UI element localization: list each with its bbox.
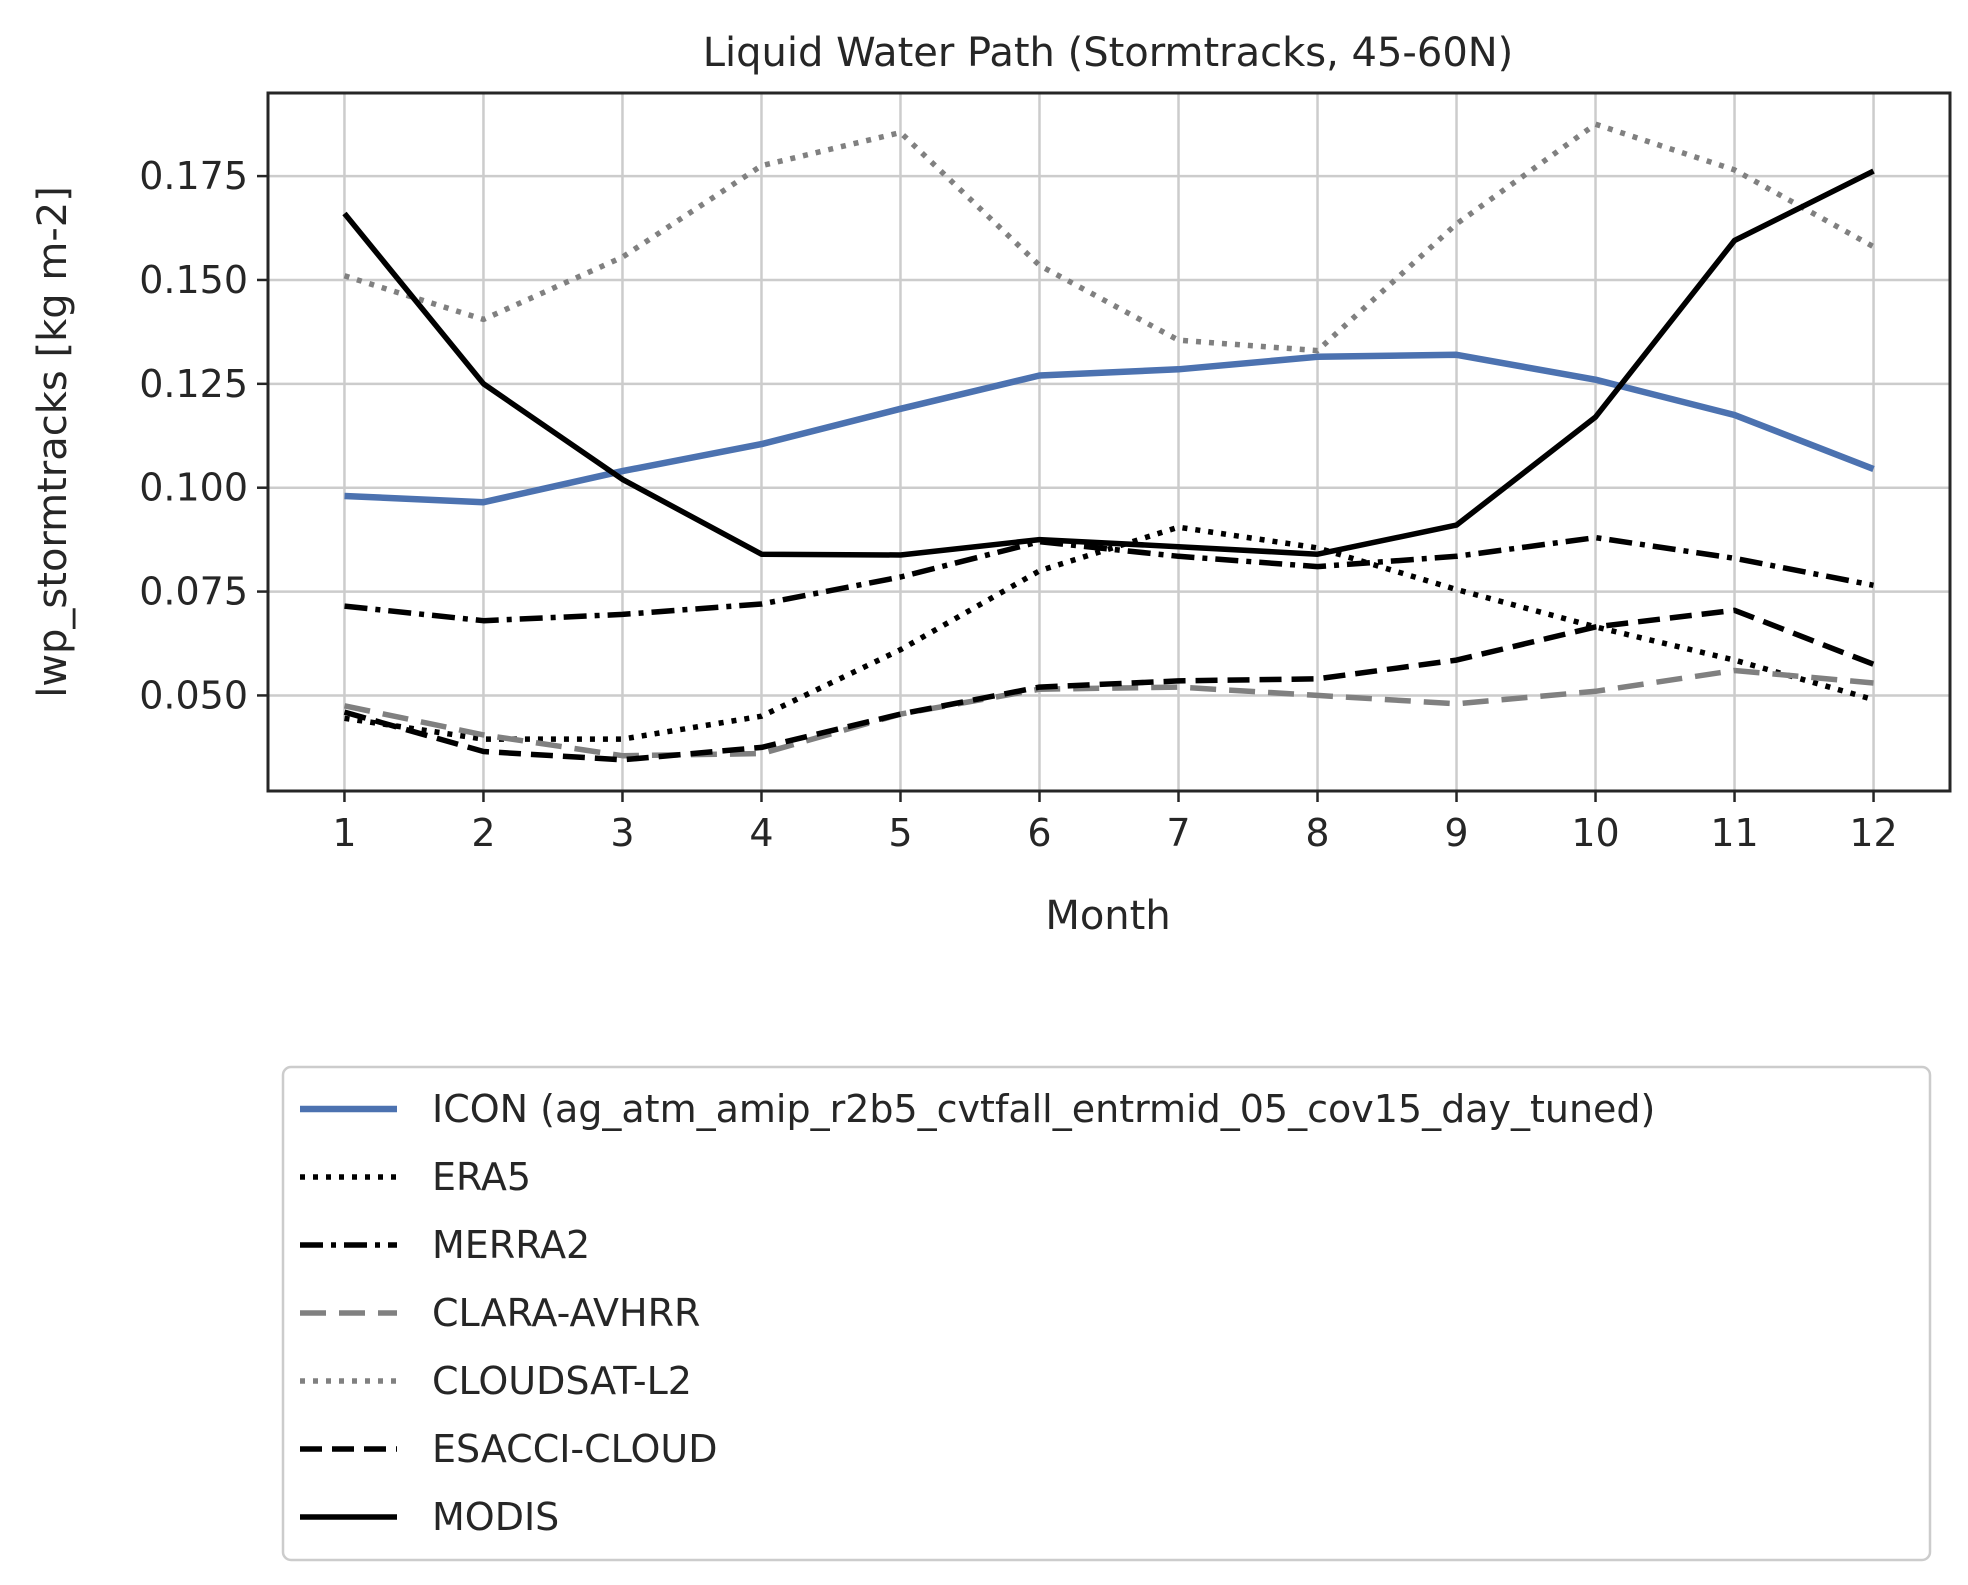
legend-box (281, 1065, 1932, 1562)
y-tick-label: 0.075 (139, 570, 248, 614)
x-tick-label: 11 (1710, 811, 1758, 855)
x-tick-label: 2 (471, 811, 495, 855)
x-tick-label: 10 (1571, 811, 1619, 855)
series-line-clara-avhrr (343, 667, 1874, 759)
x-tick-label: 6 (1027, 811, 1051, 855)
y-tick-label: 0.125 (139, 362, 248, 406)
x-tick-label: 3 (610, 811, 634, 855)
legend-label: CLOUDSAT-L2 (432, 1359, 692, 1403)
legend-label: ICON (ag_atm_amip_r2b5_cvtfall_entrmid_0… (432, 1087, 1655, 1131)
x-tick-label: 9 (1444, 811, 1468, 855)
x-tick-label: 8 (1305, 811, 1329, 855)
x-axis-label: Month (1045, 893, 1170, 939)
y-tick-label: 0.150 (139, 258, 248, 302)
y-tick-label: 0.050 (139, 673, 248, 717)
x-tick-label: 4 (749, 811, 773, 855)
x-tick-label: 1 (332, 811, 356, 855)
y-axis-label: lwp_stormtracks [kg m-2] (30, 186, 76, 698)
legend-label: CLARA-AVHRR (432, 1291, 700, 1335)
x-tick-label: 5 (888, 811, 912, 855)
y-tick-label: 0.175 (139, 154, 248, 198)
series-line-esacci-cloud (343, 607, 1875, 763)
series-line-era5 (344, 524, 1875, 742)
y-tick-label: 0.100 (139, 466, 248, 510)
plot-frame (266, 91, 1952, 793)
series-line-merra2 (344, 534, 1875, 624)
plot-series (342, 121, 1875, 763)
legend-label: MODIS (432, 1495, 559, 1539)
legend-label: ESACCI-CLOUD (432, 1427, 717, 1471)
axis-ticks: 1 2 3 4 5 6 7 8 9 10 11 120.0500.0750.1000.1250.150… (139, 154, 1898, 855)
grid (268, 93, 1950, 791)
legend: ICON (ag_atm_amip_r2b5_cvtfall_entrmid_0… (281, 1065, 1932, 1562)
legend-label: MERRA2 (432, 1223, 590, 1267)
x-tick-label: 7 (1166, 811, 1190, 855)
legend-label: ERA5 (432, 1155, 531, 1199)
chart-title: Liquid Water Path (Stormtracks, 45-60N) (703, 30, 1514, 76)
series-line-modis (342, 168, 1875, 558)
x-tick-label: 12 (1849, 811, 1897, 855)
